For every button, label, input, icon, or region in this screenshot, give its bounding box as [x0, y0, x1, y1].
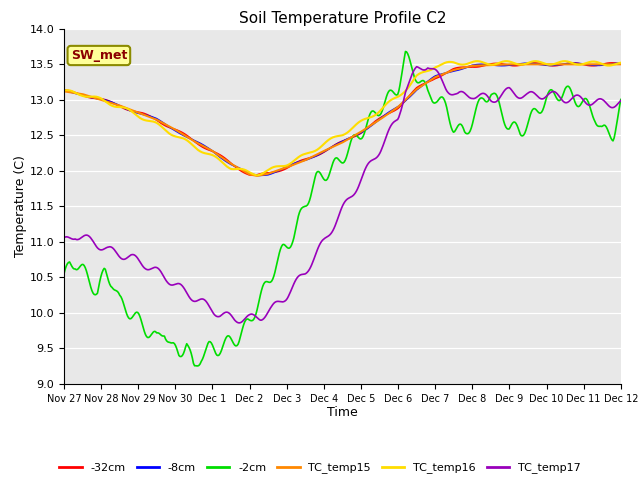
-32cm [393, 107, 401, 112]
-2cm [402, 48, 410, 54]
-2cm [606, 132, 614, 138]
-8cm [362, 126, 370, 132]
TC_temp16 [519, 61, 527, 67]
-8cm [60, 87, 68, 93]
-32cm [606, 60, 614, 66]
-32cm [60, 87, 68, 93]
X-axis label: Time: Time [327, 407, 358, 420]
TC_temp16 [393, 95, 401, 100]
TC_temp15 [393, 105, 401, 111]
-32cm [326, 145, 333, 151]
TC_temp15 [329, 144, 337, 150]
Line: TC_temp17: TC_temp17 [64, 67, 621, 323]
Line: -8cm: -8cm [64, 63, 621, 176]
-2cm [194, 363, 202, 369]
-2cm [519, 133, 527, 139]
-8cm [518, 60, 525, 66]
-2cm [326, 171, 333, 177]
TC_temp17 [393, 117, 401, 123]
-8cm [253, 173, 261, 179]
TC_temp15 [617, 61, 625, 67]
TC_temp17 [362, 164, 370, 169]
-2cm [362, 123, 370, 129]
-8cm [570, 60, 578, 66]
TC_temp17 [236, 320, 243, 326]
-32cm [518, 62, 525, 68]
TC_temp16 [329, 134, 337, 140]
Line: -32cm: -32cm [64, 63, 621, 175]
-32cm [617, 61, 625, 67]
TC_temp16 [253, 172, 261, 178]
TC_temp17 [606, 104, 614, 109]
-8cm [393, 105, 401, 110]
-32cm [329, 143, 337, 149]
Text: SW_met: SW_met [70, 49, 127, 62]
TC_temp15 [519, 61, 527, 67]
-2cm [393, 92, 401, 98]
-32cm [246, 172, 254, 178]
TC_temp16 [326, 136, 333, 142]
TC_temp17 [519, 95, 527, 100]
Line: -2cm: -2cm [64, 51, 621, 366]
-2cm [329, 160, 337, 166]
TC_temp16 [617, 60, 625, 66]
-2cm [617, 96, 625, 102]
-8cm [326, 145, 333, 151]
TC_temp17 [413, 64, 420, 70]
Title: Soil Temperature Profile C2: Soil Temperature Profile C2 [239, 11, 446, 26]
TC_temp15 [326, 145, 333, 151]
TC_temp15 [60, 88, 68, 94]
Line: TC_temp15: TC_temp15 [64, 64, 621, 176]
-8cm [606, 61, 614, 67]
TC_temp16 [362, 116, 370, 121]
TC_temp16 [606, 63, 614, 69]
Y-axis label: Temperature (C): Temperature (C) [13, 156, 27, 257]
TC_temp16 [473, 58, 481, 64]
-2cm [60, 271, 68, 276]
TC_temp15 [506, 61, 514, 67]
TC_temp15 [253, 173, 261, 179]
-8cm [329, 144, 337, 149]
Line: TC_temp16: TC_temp16 [64, 61, 621, 175]
-32cm [362, 126, 370, 132]
TC_temp15 [362, 125, 370, 131]
Legend: -32cm, -8cm, -2cm, TC_temp15, TC_temp16, TC_temp17: -32cm, -8cm, -2cm, TC_temp15, TC_temp16,… [55, 458, 586, 478]
TC_temp17 [326, 232, 333, 238]
TC_temp16 [60, 87, 68, 93]
TC_temp17 [329, 228, 337, 233]
TC_temp15 [606, 61, 614, 67]
TC_temp17 [617, 98, 625, 104]
-32cm [569, 60, 577, 66]
TC_temp17 [60, 235, 68, 240]
-8cm [617, 60, 625, 66]
